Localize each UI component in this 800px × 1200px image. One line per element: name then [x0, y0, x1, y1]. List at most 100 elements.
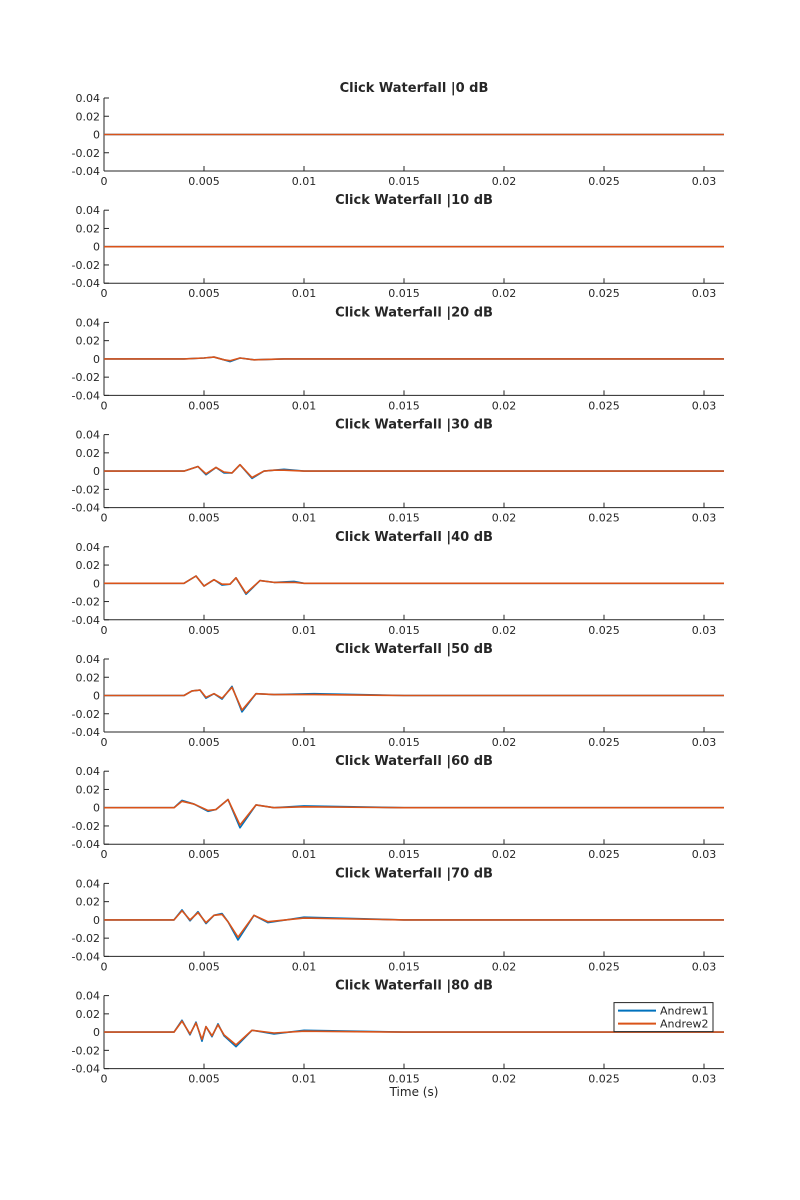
x-tick-label: 0.02	[492, 960, 517, 973]
y-tick-label: 0	[93, 914, 100, 927]
subplot-8: Click Waterfall |80 dB 0.04 0.02 0 -0.02 -0.0…	[72, 979, 724, 1086]
x-tick-label: 0	[101, 960, 108, 973]
legend-box	[613, 1002, 714, 1033]
x-tick-label: 0.03	[692, 1073, 717, 1086]
series-line-andrew2	[104, 909, 724, 939]
panel-title: Click Waterfall |10 dB	[335, 193, 493, 208]
x-tick-label: 0.02	[492, 624, 517, 637]
x-tick-label: 0.02	[492, 1073, 517, 1086]
x-tick-label: 0.01	[292, 736, 317, 749]
x-tick-label: 0.025	[588, 1073, 620, 1086]
subplot-3: Click Waterfall |30 dB 0.04 0.02 0 -0.02 -0.0…	[72, 418, 724, 525]
panel-title: Click Waterfall |70 dB	[335, 866, 493, 881]
x-tick-label: 0.015	[388, 399, 420, 412]
y-tick-label: -0.04	[72, 614, 100, 627]
x-tick-label: 0.01	[292, 960, 317, 973]
y-tick-label: 0.04	[76, 765, 101, 778]
x-tick-label: 0	[101, 624, 108, 637]
x-tick-label: 0.025	[588, 287, 620, 300]
x-tick-label: 0.005	[188, 287, 220, 300]
y-tick-label: 0	[93, 1026, 100, 1039]
y-tick-label: 0.02	[76, 896, 101, 909]
y-tick-label: -0.02	[72, 708, 100, 721]
x-tick-label: 0.03	[692, 175, 717, 188]
y-tick-label: 0.02	[76, 783, 101, 796]
y-tick-label: 0.04	[76, 92, 101, 105]
x-tick-label: 0.015	[388, 736, 420, 749]
x-tick-label: 0.01	[292, 624, 317, 637]
y-tick-label: 0.04	[76, 204, 101, 217]
y-tick-label: -0.04	[72, 950, 100, 963]
x-tick-label: 0.02	[492, 736, 517, 749]
x-tick-label: 0.03	[692, 848, 717, 861]
y-tick-label: 0.02	[76, 335, 101, 348]
subplot-1: Click Waterfall |10 dB 0.04 0.02 0 -0.02 -0.0…	[72, 193, 724, 300]
series-line-andrew2	[104, 575, 724, 595]
x-tick-label: 0.005	[188, 960, 220, 973]
x-tick-label: 0	[101, 1073, 108, 1086]
x-tick-label: 0.005	[188, 175, 220, 188]
series-line-andrew2	[104, 463, 724, 479]
y-tick-label: 0.04	[76, 541, 101, 554]
y-tick-label: -0.02	[72, 147, 100, 160]
x-tick-label: 0.02	[492, 512, 517, 525]
y-tick-label: 0.04	[76, 653, 101, 666]
series-line-andrew2	[104, 798, 724, 826]
panel-title: Click Waterfall |0 dB	[340, 81, 489, 96]
panel-title: Click Waterfall |40 dB	[335, 530, 493, 545]
series-line-andrew2	[104, 1020, 724, 1046]
y-tick-label: 0	[93, 241, 100, 254]
y-tick-label: 0.02	[76, 671, 101, 684]
x-tick-label: 0.015	[388, 624, 420, 637]
x-tick-label: 0.02	[492, 848, 517, 861]
y-tick-label: -0.04	[72, 502, 100, 515]
subplot-stack: Click Waterfall |0 dB 0.04 0.02 0 -0.02 -0.04…	[72, 81, 724, 1086]
x-tick-label: 0.025	[588, 848, 620, 861]
y-tick-label: -0.02	[72, 820, 100, 833]
y-tick-label: 0.04	[76, 316, 101, 329]
x-tick-label: 0.005	[188, 624, 220, 637]
y-tick-label: 0	[93, 129, 100, 142]
y-tick-label: 0.02	[76, 559, 101, 572]
y-tick-label: 0.02	[76, 222, 101, 235]
x-tick-label: 0.01	[292, 399, 317, 412]
x-tick-label: 0	[101, 736, 108, 749]
x-tick-label: 0.015	[388, 848, 420, 861]
x-tick-label: 0.015	[388, 175, 420, 188]
y-tick-label: 0	[93, 353, 100, 366]
x-tick-label: 0.015	[388, 1073, 420, 1086]
y-tick-label: -0.04	[72, 277, 100, 290]
series-line-andrew2	[104, 356, 724, 362]
subplot-2: Click Waterfall |20 dB 0.04 0.02 0 -0.02 -0.0…	[72, 305, 724, 412]
x-tick-label: 0.005	[188, 512, 220, 525]
y-tick-label: -0.02	[72, 259, 100, 272]
y-tick-label: -0.04	[72, 1063, 100, 1076]
x-tick-label: 0.025	[588, 175, 620, 188]
x-tick-label: 0.005	[188, 736, 220, 749]
y-tick-label: -0.02	[72, 371, 100, 384]
y-tick-label: 0	[93, 802, 100, 815]
x-tick-label: 0.015	[388, 960, 420, 973]
x-tick-label: 0.005	[188, 399, 220, 412]
y-tick-label: -0.04	[72, 165, 100, 178]
x-tick-label: 0.025	[588, 399, 620, 412]
x-tick-label: 0.015	[388, 287, 420, 300]
panel-title: Click Waterfall |20 dB	[335, 305, 493, 320]
x-tick-label: 0.01	[292, 287, 317, 300]
x-tick-label: 0.005	[188, 1073, 220, 1086]
y-tick-label: -0.04	[72, 838, 100, 851]
x-tick-label: 0.02	[492, 175, 517, 188]
y-tick-label: 0.04	[76, 990, 101, 1003]
x-tick-label: 0.025	[588, 624, 620, 637]
x-tick-label: 0	[101, 848, 108, 861]
series-line-andrew2	[104, 686, 724, 711]
x-tick-label: 0.03	[692, 399, 717, 412]
panel-title: Click Waterfall |30 dB	[335, 418, 493, 433]
legend-label-andrew1: Andrew1	[660, 1005, 709, 1018]
x-tick-label: 0.02	[492, 287, 517, 300]
y-tick-label: -0.04	[72, 726, 100, 739]
x-tick-label: 0.015	[388, 512, 420, 525]
